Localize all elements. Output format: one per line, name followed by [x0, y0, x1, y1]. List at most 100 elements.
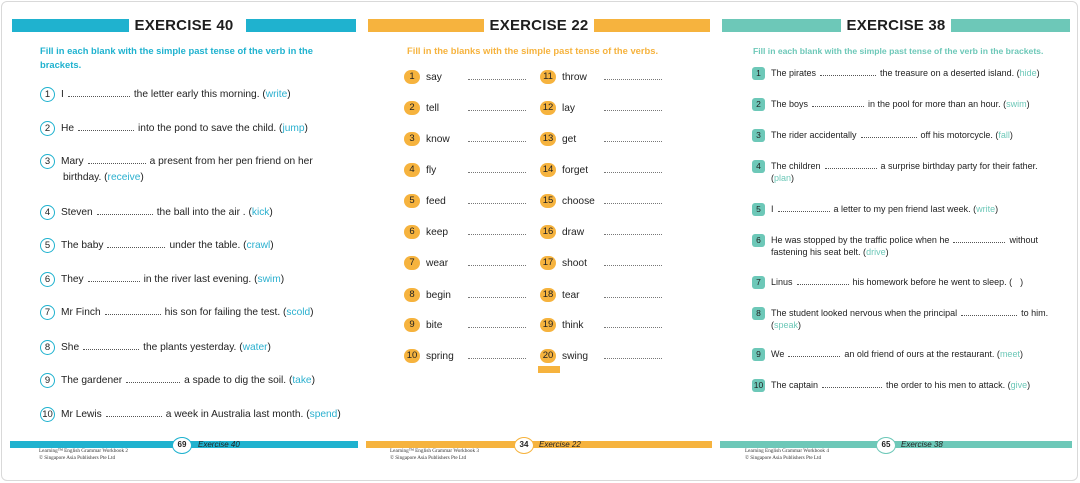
item-number: 9: [40, 372, 55, 388]
item-text: The pirates: [771, 68, 817, 78]
answer-blank[interactable]: [87, 153, 146, 164]
item-text: a present from her pen friend on her: [149, 156, 313, 167]
answer-blank[interactable]: [468, 318, 526, 328]
answer-blank[interactable]: [468, 163, 526, 173]
answer-blank[interactable]: [468, 225, 526, 235]
exercise-38-panel: EXERCISE 38 Fill in each blank with the …: [718, 0, 1074, 483]
answer-blank[interactable]: [78, 120, 135, 131]
verb-word: swing: [562, 351, 589, 362]
answer-blank[interactable]: [604, 194, 662, 204]
verb-item: 17 shoot: [540, 256, 662, 272]
item-text: the plants yesterday. (: [143, 342, 243, 353]
bracket-close: ): [287, 89, 291, 100]
answer-blank[interactable]: [788, 348, 841, 357]
item-number: 7: [40, 304, 55, 320]
verb-word: throw: [562, 72, 587, 83]
exercise-item: 9 The gardener a spade to dig the soil. (t…: [40, 372, 315, 389]
answer-blank[interactable]: [604, 163, 662, 173]
answer-blank[interactable]: [604, 225, 662, 235]
item-text: his homework before he went to sleep. (: [852, 277, 1013, 287]
verb-hint: crawl: [246, 240, 271, 251]
item-number: 19: [540, 318, 556, 333]
verb-word: get: [562, 134, 577, 145]
item-text: the treasure on a deserted island. (: [880, 68, 1020, 78]
page-number-badge: 34: [514, 437, 534, 454]
bracket-close: ): [267, 342, 271, 353]
item-number: 18: [540, 288, 556, 303]
exercise-22-header: EXERCISE 22: [364, 17, 714, 35]
item-text: in the river last evening. (: [143, 274, 258, 285]
item-number: 7: [404, 256, 420, 271]
verb-item: 14 forget: [540, 163, 662, 179]
answer-blank[interactable]: [468, 132, 526, 142]
item-text: a spade to dig the soil. (: [184, 375, 293, 386]
verb-item: 1 say: [404, 70, 526, 86]
credit-text: Learning English Grammar Workbook 4 © Si…: [745, 448, 829, 461]
footer-label: Exercise 38: [901, 440, 943, 449]
answer-blank[interactable]: [822, 379, 883, 388]
item-text: under the table. (: [169, 240, 247, 251]
answer-blank[interactable]: [777, 203, 830, 212]
answer-blank[interactable]: [107, 237, 166, 248]
answer-blank[interactable]: [824, 160, 877, 169]
item-text: (: [771, 173, 774, 183]
verb-hint: scold: [286, 307, 311, 318]
answer-blank[interactable]: [860, 129, 917, 138]
item-number: 10: [40, 406, 55, 422]
answer-blank[interactable]: [468, 288, 526, 298]
bracket-close: ): [885, 247, 889, 257]
answer-blank[interactable]: [604, 101, 662, 111]
item-text: The children: [771, 161, 821, 171]
item-text: the letter early this morning. (: [133, 89, 266, 100]
answer-blank[interactable]: [126, 372, 181, 383]
item-text: off his motorcycle. (: [920, 130, 999, 140]
footer-bar: [366, 441, 712, 448]
bracket-close: ): [269, 207, 273, 218]
answer-blank[interactable]: [468, 70, 526, 80]
answer-blank[interactable]: [604, 288, 662, 298]
verb-word: fly: [426, 165, 437, 176]
answer-blank[interactable]: [604, 132, 662, 142]
answer-blank[interactable]: [961, 307, 1018, 316]
verb-hint: drive: [866, 247, 886, 257]
answer-blank[interactable]: [468, 256, 526, 266]
item-number: 10: [404, 349, 420, 364]
verb-hint: meet: [999, 349, 1020, 359]
answer-blank[interactable]: [468, 194, 526, 204]
answer-blank[interactable]: [812, 98, 865, 107]
item-number: 3: [752, 129, 765, 143]
answer-blank[interactable]: [604, 318, 662, 328]
bracket-close: ): [1020, 277, 1024, 287]
item-number: 4: [40, 204, 55, 220]
item-number: 12: [540, 101, 556, 116]
answer-blank[interactable]: [83, 339, 140, 350]
answer-blank[interactable]: [604, 70, 662, 80]
answer-blank[interactable]: [820, 67, 877, 76]
item-number: 9: [404, 318, 420, 333]
exercise-item: 3 The rider accidentally off his motorcycl…: [752, 127, 1013, 143]
header-bar-left: [722, 19, 852, 32]
answer-blank[interactable]: [104, 304, 161, 315]
answer-blank[interactable]: [468, 349, 526, 359]
item-text: in the pool for more than an hour. (: [868, 99, 1007, 109]
exercise-38-instruction: Fill in each blank with the simple past …: [753, 46, 1044, 56]
exercise-item-continued: birthday. (receive): [63, 170, 144, 186]
answer-blank[interactable]: [67, 86, 130, 97]
item-text: We: [771, 349, 785, 359]
answer-blank[interactable]: [604, 256, 662, 266]
bracket-close: ): [798, 320, 802, 330]
item-number: 5: [40, 237, 55, 253]
answer-blank[interactable]: [953, 234, 1006, 243]
verb-item: 5 feed: [404, 194, 526, 210]
credit-text: Learning™ English Grammar Workbook 2 © S…: [39, 448, 128, 461]
item-number: 1: [752, 67, 765, 81]
answer-blank[interactable]: [796, 276, 849, 285]
answer-blank[interactable]: [87, 271, 140, 282]
verb-item: 4 fly: [404, 163, 526, 179]
answer-blank[interactable]: [105, 406, 162, 417]
answer-blank[interactable]: [468, 101, 526, 111]
bracket-close: ): [280, 274, 285, 285]
answer-blank[interactable]: [96, 204, 153, 215]
answer-blank[interactable]: [604, 349, 662, 359]
